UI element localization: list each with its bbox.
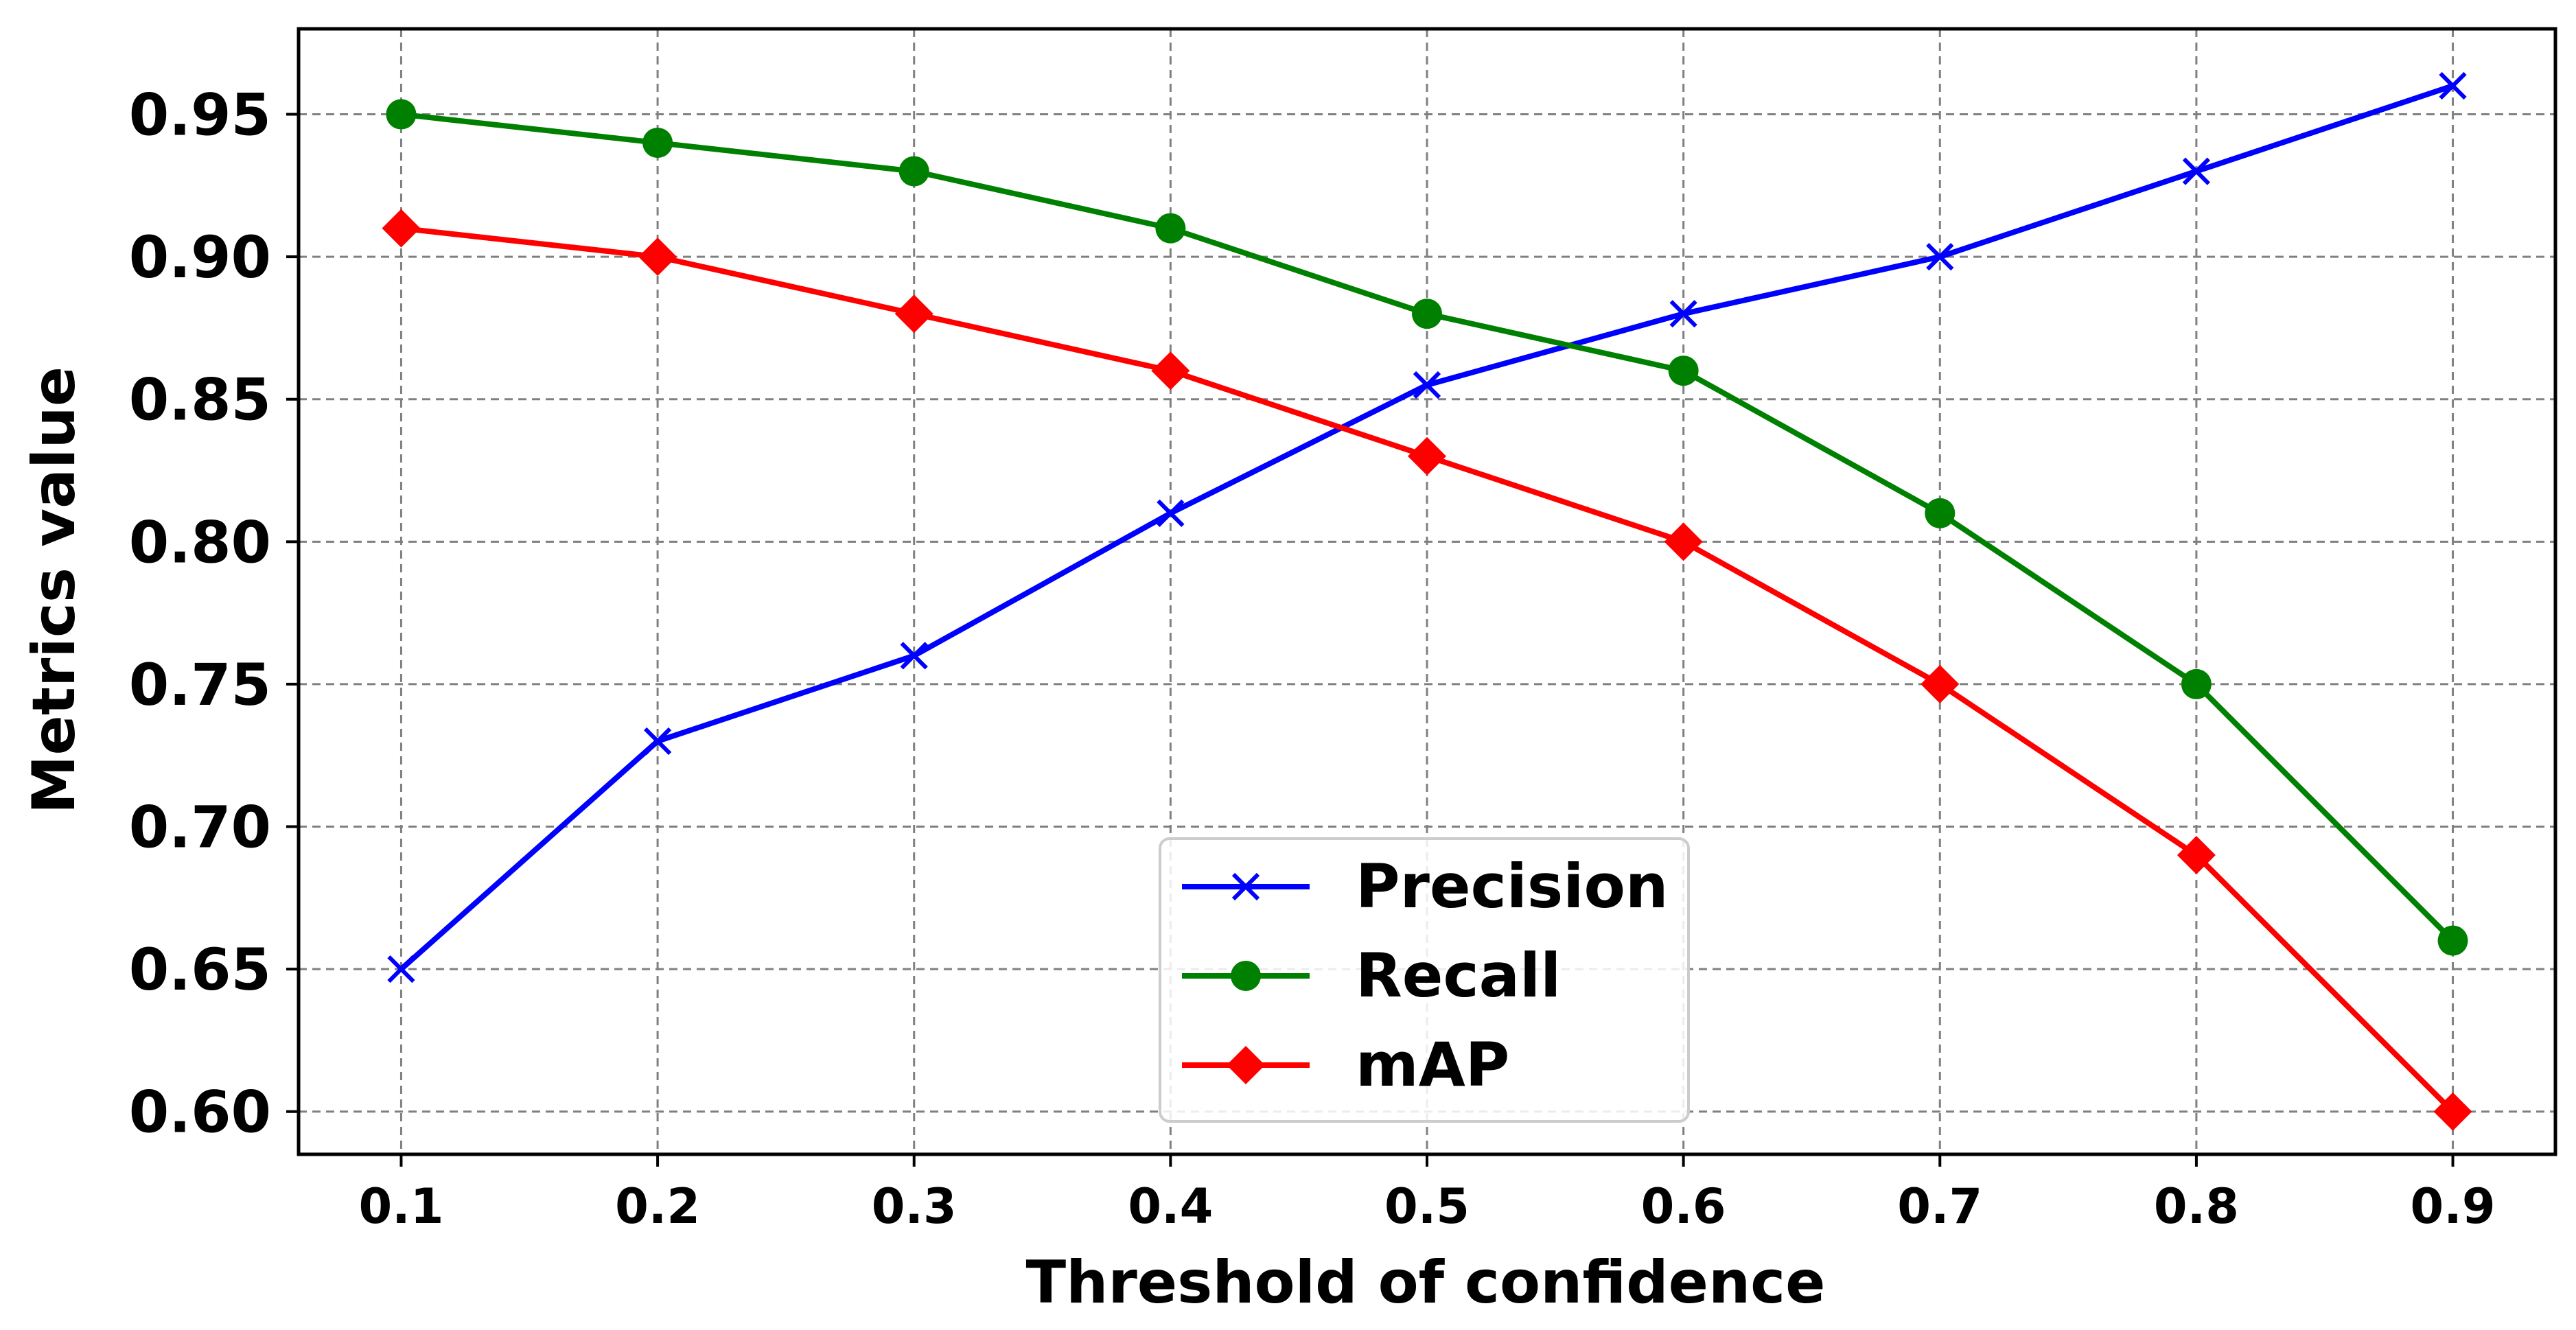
data-series: [382, 71, 2472, 1131]
x-tick-label: 0.4: [1128, 1178, 1213, 1235]
precision-point: [1413, 371, 1441, 399]
y-tick-label: 0.90: [129, 224, 271, 291]
precision-point: [2182, 157, 2211, 185]
x-tick-label: 0.2: [615, 1178, 700, 1235]
recall-point: [898, 156, 929, 187]
y-tick-label: 0.65: [129, 936, 271, 1003]
x-tick-label: 0.3: [872, 1178, 957, 1235]
recall-point: [386, 99, 417, 130]
x-tick-label: 0.9: [2411, 1178, 2496, 1235]
precision-point: [1157, 499, 1185, 527]
map-point: [1408, 436, 1446, 476]
y-axis-label: Metrics value: [20, 366, 89, 814]
legend-label: mAP: [1356, 1029, 1509, 1100]
legend-item-map: mAP: [1182, 1029, 1509, 1100]
recall-point: [2181, 668, 2212, 699]
precision-point: [2439, 71, 2467, 100]
recall-point: [1668, 355, 1699, 386]
legend-marker: [1231, 961, 1261, 991]
x-tick-label: 0.6: [1641, 1178, 1726, 1235]
map-point: [1664, 522, 1703, 561]
legend-item-precision: Precision: [1182, 851, 1669, 922]
y-tick-label: 0.70: [129, 794, 271, 861]
precision-point: [387, 955, 415, 983]
legend-marker: [1231, 872, 1260, 901]
recall-point: [2437, 925, 2468, 956]
precision-point: [643, 727, 672, 756]
map-point: [2177, 836, 2216, 875]
legend-label: Precision: [1356, 851, 1669, 922]
map-point: [2433, 1092, 2472, 1131]
map-point: [382, 209, 421, 248]
x-tick-label: 0.5: [1384, 1178, 1470, 1235]
legend-marker: [1227, 1046, 1265, 1084]
legend: Precision Recall mAP: [1159, 837, 1690, 1123]
recall-point: [1412, 299, 1442, 329]
precision-point: [1926, 243, 1954, 271]
x-tick-label: 0.8: [2154, 1178, 2239, 1235]
map-point: [894, 294, 933, 334]
map-point: [638, 237, 677, 277]
y-tick-label: 0.85: [129, 366, 271, 434]
y-tick-label: 0.95: [129, 82, 271, 149]
y-tick-label: 0.75: [129, 651, 271, 719]
map-point: [1921, 664, 1960, 703]
recall-point: [1925, 498, 1956, 528]
legend-item-recall: Recall: [1182, 940, 1561, 1011]
x-axis-ticks: 0.1 0.2 0.3 0.4 0.5 0.6 0.7 0.8 0.9: [358, 1154, 2496, 1235]
precision-point: [900, 642, 928, 670]
recall-point: [1155, 213, 1186, 244]
x-tick-label: 0.1: [358, 1178, 443, 1235]
x-axis-label: Threshold of confidence: [1026, 1248, 1826, 1317]
series-recall: [386, 99, 2468, 956]
recall-point: [642, 128, 673, 159]
legend-box: [1159, 837, 1690, 1123]
series-precision: [387, 71, 2467, 983]
x-tick-label: 0.7: [1897, 1178, 1982, 1235]
precision-point: [1669, 300, 1697, 328]
map-point: [1151, 351, 1190, 390]
y-tick-label: 0.80: [129, 509, 271, 576]
y-tick-label: 0.60: [129, 1079, 271, 1146]
plot-frame: [297, 27, 2557, 1156]
legend-label: Recall: [1356, 940, 1561, 1011]
y-axis-ticks: 0.60 0.65 0.70 0.75 0.80 0.85 0.90 0.95: [129, 82, 299, 1146]
series-map: [382, 209, 2472, 1131]
